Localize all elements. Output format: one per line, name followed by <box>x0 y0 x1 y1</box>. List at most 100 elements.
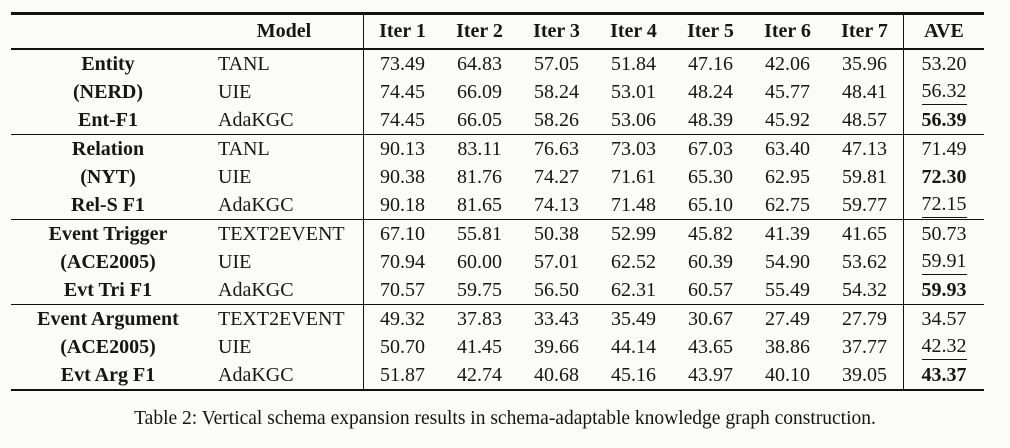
ave-value: 53.20 <box>921 52 967 75</box>
iter-value: 57.01 <box>534 250 579 273</box>
iter-value: 70.57 <box>363 276 441 304</box>
iter-value: 67.03 <box>688 137 733 160</box>
iter-value: 51.87 <box>363 361 441 389</box>
iter-value: 59.75 <box>457 278 502 301</box>
ave-value: 56.32 <box>921 80 967 105</box>
iter-value: 43.65 <box>688 335 733 358</box>
iter-value: 58.24 <box>534 80 579 103</box>
table-row: UIE 70.94 60.00 57.01 62.52 60.39 54.90 … <box>205 248 984 276</box>
iter-value: 53.06 <box>611 108 656 131</box>
ave-cell: 71.49 <box>903 135 984 163</box>
group-task: Event Argument <box>37 308 179 330</box>
ave-cell: 72.15 <box>903 191 984 219</box>
model-name: UIE <box>218 250 252 273</box>
group-metric: Evt Arg F1 <box>60 364 156 386</box>
group-task: Relation <box>71 138 145 160</box>
ave-value: 42.32 <box>921 335 967 360</box>
iter-value: 27.49 <box>765 307 810 330</box>
iter-value: 48.41 <box>842 80 887 103</box>
iter-value: 35.96 <box>842 52 887 75</box>
iter-value: 50.70 <box>363 333 441 361</box>
model-name: AdaKGC <box>218 278 294 301</box>
iter-value: 60.00 <box>457 250 502 273</box>
iter-value: 67.10 <box>363 220 441 248</box>
header-ave: AVE <box>903 15 984 48</box>
iter-value: 73.49 <box>363 50 441 78</box>
ave-value: 59.93 <box>921 278 967 301</box>
iter-value: 48.39 <box>688 108 733 131</box>
iter-value: 90.13 <box>363 135 441 163</box>
ave-value: 72.30 <box>921 165 967 188</box>
caption-text: Table 2: Vertical schema expansion resul… <box>134 408 876 429</box>
ave-cell: 56.32 <box>903 78 984 106</box>
iter-value: 50.38 <box>534 222 579 245</box>
iter-value: 41.45 <box>457 335 502 358</box>
model-name: TEXT2EVENT <box>218 222 345 245</box>
iter-value: 53.62 <box>842 250 887 273</box>
ave-cell: 43.37 <box>903 361 984 389</box>
iter-value: 41.39 <box>765 222 810 245</box>
table-row: UIE 74.45 66.09 58.24 53.01 48.24 45.77 … <box>205 78 984 106</box>
iter-value: 71.48 <box>611 193 656 216</box>
header-iter-7: Iter 7 <box>841 20 888 42</box>
header-iter-2: Iter 2 <box>456 20 503 42</box>
iter-value: 30.67 <box>688 307 733 330</box>
group-rows: TANL 73.49 64.83 57.05 51.84 47.16 42.06… <box>205 50 984 134</box>
ave-value: 71.49 <box>921 137 967 160</box>
ave-value: 34.57 <box>921 307 967 330</box>
group-metric: Ent-F1 <box>78 109 138 131</box>
iter-value: 58.26 <box>534 108 579 131</box>
iter-value: 37.77 <box>842 335 887 358</box>
group-dataset: (ACE2005) <box>60 336 156 358</box>
iter-value: 41.65 <box>842 222 887 245</box>
group-event-argument-ace2005: Event Argument (ACE2005) Evt Arg F1 TEXT… <box>11 304 984 389</box>
group-label: Relation (NYT) Rel-S F1 <box>11 135 205 219</box>
iter-value: 47.13 <box>842 137 887 160</box>
table-row: TANL 73.49 64.83 57.05 51.84 47.16 42.06… <box>205 50 984 78</box>
ave-value: 72.15 <box>921 193 967 218</box>
iter-value: 59.77 <box>842 193 887 216</box>
results-table: Model Iter 1 Iter 2 Iter 3 Iter 4 Iter 5… <box>11 12 984 391</box>
ave-value: 56.39 <box>921 108 967 131</box>
iter-value: 55.49 <box>765 278 810 301</box>
iter-value: 65.10 <box>688 193 733 216</box>
iter-value: 63.40 <box>765 137 810 160</box>
model-name: UIE <box>218 335 252 358</box>
ave-cell: 50.73 <box>903 220 984 248</box>
iter-value: 62.95 <box>765 165 810 188</box>
group-dataset: (NYT) <box>80 166 136 188</box>
iter-value: 54.90 <box>765 250 810 273</box>
iter-value: 48.24 <box>688 80 733 103</box>
ave-value: 50.73 <box>921 222 967 245</box>
ave-cell: 56.39 <box>903 106 984 134</box>
iter-value: 60.57 <box>688 278 733 301</box>
group-rows: TANL 90.13 83.11 76.63 73.03 67.03 63.40… <box>205 135 984 219</box>
iter-value: 55.81 <box>457 222 502 245</box>
header-iter-4: Iter 4 <box>610 20 657 42</box>
iter-value: 51.84 <box>611 52 656 75</box>
iter-value: 43.97 <box>688 363 733 386</box>
iter-value: 53.01 <box>611 80 656 103</box>
header-model: Model <box>256 20 312 42</box>
model-name: AdaKGC <box>218 363 294 386</box>
group-dataset: (NERD) <box>73 81 143 103</box>
model-name: UIE <box>218 80 252 103</box>
iter-value: 45.82 <box>688 222 733 245</box>
iter-value: 47.16 <box>688 52 733 75</box>
iter-value: 76.63 <box>534 137 579 160</box>
header-corner-cell <box>11 15 205 48</box>
iter-value: 74.45 <box>363 106 441 134</box>
group-rows: TEXT2EVENT 49.32 37.83 33.43 35.49 30.67… <box>205 305 984 389</box>
iter-value: 48.57 <box>842 108 887 131</box>
iter-value: 39.66 <box>534 335 579 358</box>
iter-value: 45.16 <box>611 363 656 386</box>
iter-value: 62.31 <box>611 278 656 301</box>
iter-value: 49.32 <box>363 305 441 333</box>
iter-value: 33.43 <box>534 307 579 330</box>
group-task: Event Trigger <box>48 223 168 245</box>
iter-value: 42.06 <box>765 52 810 75</box>
group-label: Event Argument (ACE2005) Evt Arg F1 <box>11 305 205 389</box>
iter-value: 59.81 <box>842 165 887 188</box>
group-metric: Evt Tri F1 <box>63 279 153 301</box>
